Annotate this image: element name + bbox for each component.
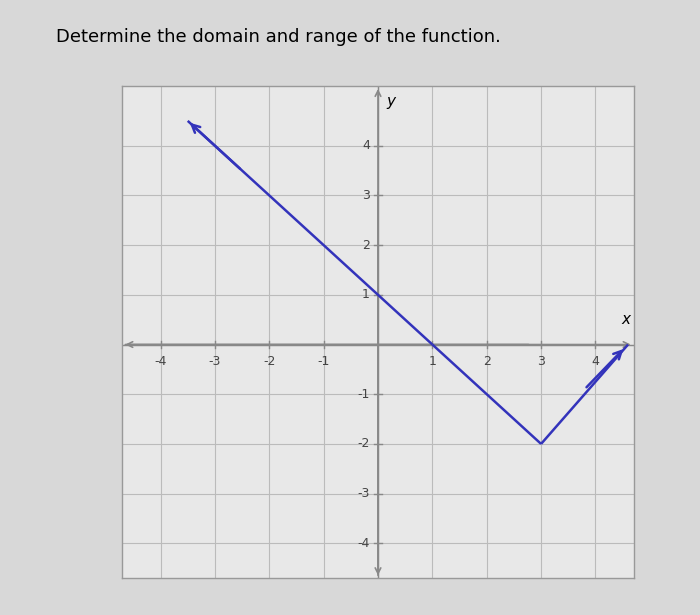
Text: -4: -4 (155, 355, 167, 368)
Text: -2: -2 (358, 437, 370, 450)
Text: -4: -4 (358, 537, 370, 550)
Text: -3: -3 (358, 487, 370, 500)
Text: 2: 2 (362, 239, 370, 252)
Text: -1: -1 (358, 387, 370, 401)
Text: 3: 3 (362, 189, 370, 202)
Text: 1: 1 (428, 355, 436, 368)
Text: x: x (622, 312, 631, 327)
Text: 3: 3 (537, 355, 545, 368)
Text: 1: 1 (362, 288, 370, 301)
Text: 4: 4 (592, 355, 599, 368)
Text: -3: -3 (209, 355, 221, 368)
Text: 4: 4 (362, 139, 370, 153)
Text: -1: -1 (318, 355, 330, 368)
Text: -2: -2 (263, 355, 276, 368)
Text: 2: 2 (483, 355, 491, 368)
Text: Determine the domain and range of the function.: Determine the domain and range of the fu… (56, 28, 501, 46)
Text: y: y (386, 93, 395, 109)
